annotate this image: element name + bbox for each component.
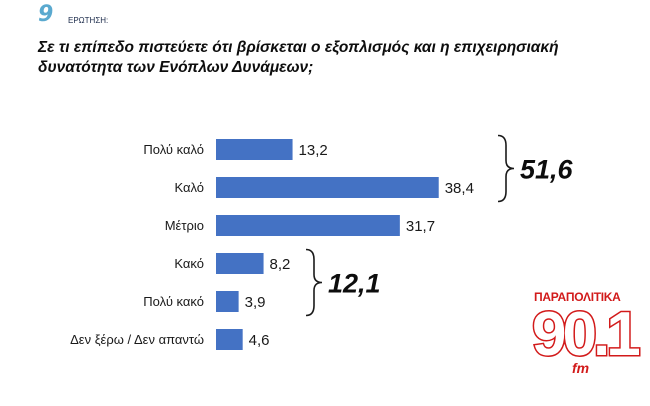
- category-label: Καλό: [174, 180, 204, 195]
- annotation-label: 12,1: [328, 269, 381, 299]
- logo-top-text: ΠΑΡΑΠΟΛΙΤΙΚΑ: [534, 290, 621, 304]
- value-label: 13,2: [299, 142, 328, 159]
- value-label: 3,9: [245, 294, 266, 311]
- question-text: Σε τι επίπεδο πιστεύετε ότι βρίσκεται ο …: [38, 39, 559, 76]
- category-label: Κακό: [174, 256, 204, 271]
- category-label: Δεν ξέρω / Δεν απαντώ: [70, 332, 204, 347]
- bar: [216, 253, 264, 274]
- bar: [216, 177, 439, 198]
- value-label: 4,6: [249, 332, 270, 349]
- category-label: Πολύ καλό: [143, 142, 204, 157]
- brace-bad: [305, 248, 323, 317]
- question-label: ΕΡΩΤΗΣΗ:: [68, 16, 109, 25]
- bar: [216, 215, 400, 236]
- value-label: 31,7: [406, 218, 435, 235]
- category-label: Πολύ κακό: [143, 294, 204, 309]
- value-label: 8,2: [270, 256, 291, 273]
- bar: [216, 329, 243, 350]
- bar: [216, 291, 239, 312]
- brace-good: [497, 134, 515, 203]
- logo-main-text: 90.1: [531, 299, 643, 371]
- logo-sub-text: fm: [572, 360, 590, 376]
- bar: [216, 139, 293, 160]
- question-number: 9: [38, 2, 54, 27]
- category-label: Μέτριο: [165, 218, 204, 233]
- value-label: 38,4: [445, 180, 474, 197]
- annotation-label: 51,6: [520, 155, 574, 185]
